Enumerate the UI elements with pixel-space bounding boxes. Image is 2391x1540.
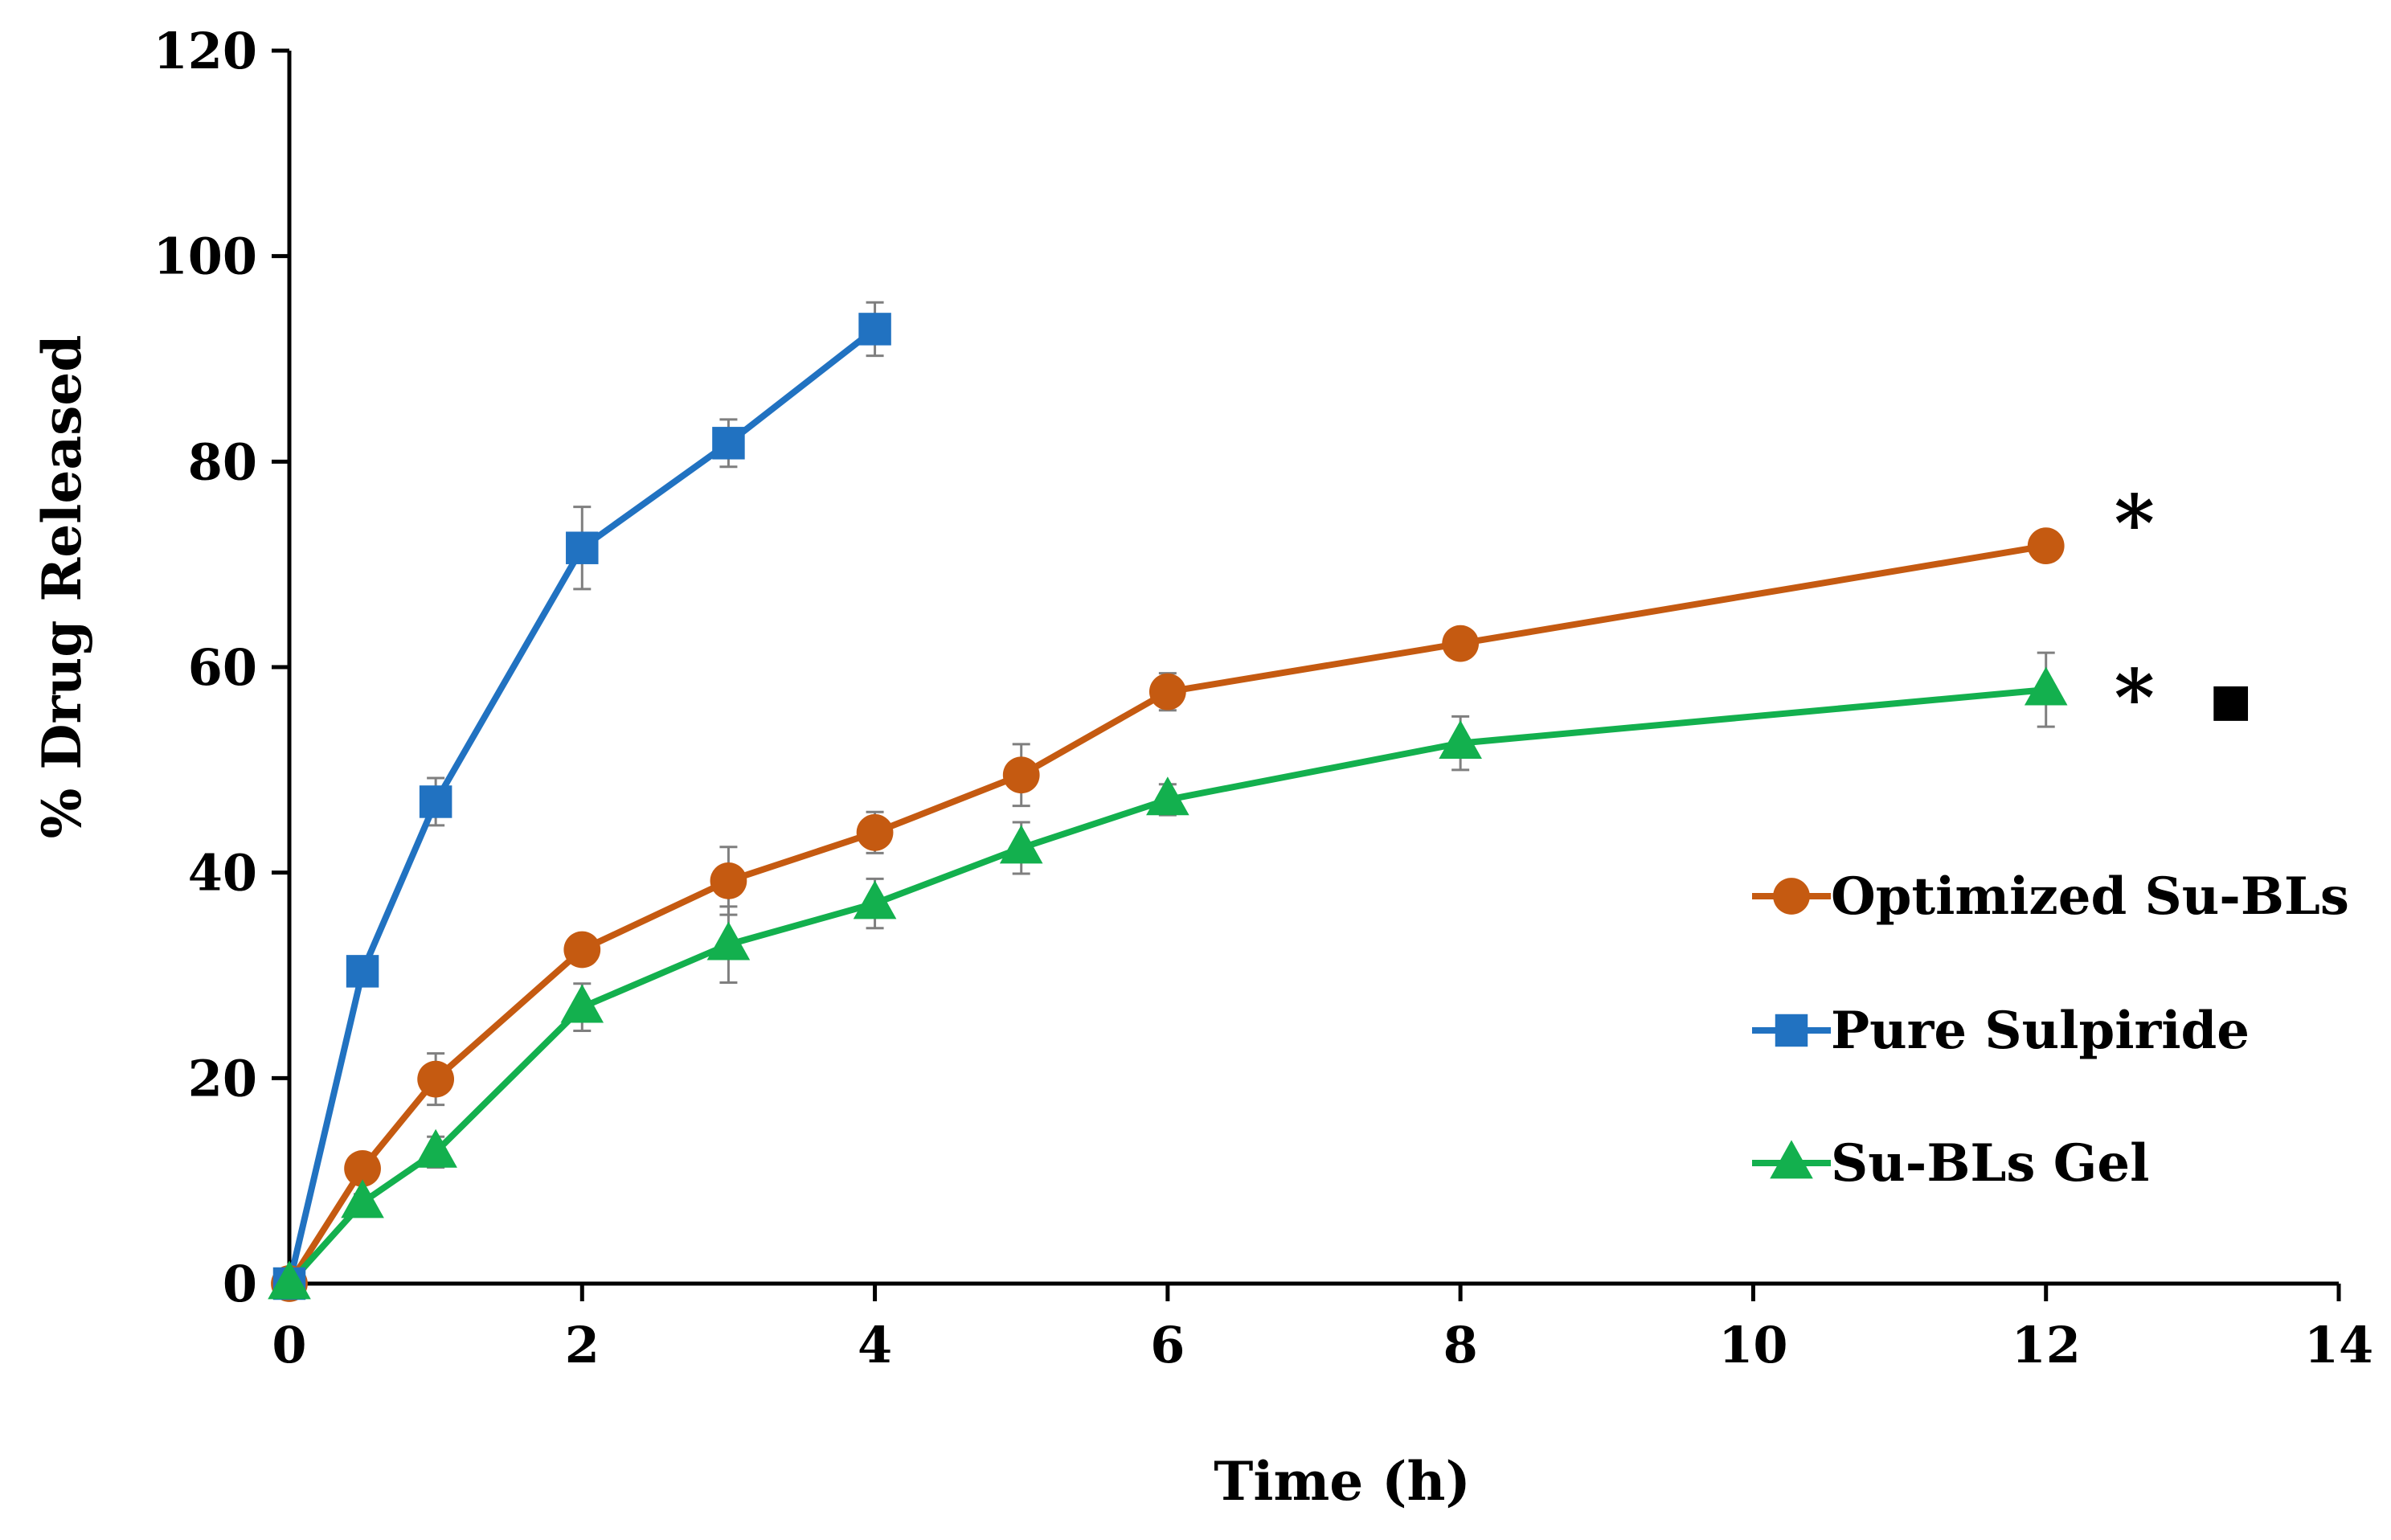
- y-tick-label: 100: [154, 227, 257, 286]
- legend-pure-sulpiride-marker: [1775, 1014, 1808, 1047]
- y-tick-label: 60: [188, 638, 257, 697]
- pure-sulpiride-point: [712, 427, 745, 460]
- optimized-su-bls-point: [344, 1149, 381, 1187]
- annotations: * * ■: [2115, 478, 2253, 743]
- legend: Optimized Su-BLs Pure Sulpiride Su-BLs Gel: [1752, 866, 2349, 1194]
- x-tick-label: 12: [2012, 1316, 2081, 1374]
- significance-asterisk: *: [2115, 478, 2155, 569]
- x-tick-label: 14: [2304, 1316, 2373, 1374]
- error-bars: [354, 301, 2055, 1212]
- legend-optimized-su-bls-label: Optimized Su-BLs: [1831, 866, 2349, 927]
- su-bls-gel-point: [560, 984, 604, 1023]
- x-tick-label: 8: [1443, 1316, 1478, 1374]
- pure-sulpiride-point: [419, 785, 452, 818]
- optimized-su-bls-point: [1442, 625, 1480, 662]
- x-axis-label: Time (h): [1214, 1450, 1470, 1513]
- y-tick-label: 80: [188, 432, 257, 491]
- optimized-su-bls-point: [1002, 756, 1040, 794]
- optimized-su-bls-point: [2027, 527, 2065, 565]
- axes: 0 20 40 60 80 100 120 0 2 4 6 8 10 12 14: [154, 22, 2374, 1374]
- x-tick-label: 0: [272, 1316, 306, 1374]
- significance-asterisk: *: [2115, 653, 2155, 743]
- pure-sulpiride-point: [858, 313, 891, 346]
- x-tick-label: 10: [1718, 1316, 1787, 1374]
- optimized-su-bls-point: [563, 931, 601, 969]
- su-bls-gel-line: [287, 686, 2047, 1286]
- su-bls-gel-point: [999, 825, 1043, 864]
- optimized-su-bls-line: [286, 543, 2047, 1286]
- su-bls-gel-point: [853, 880, 897, 919]
- pure-sulpiride-point: [346, 955, 379, 988]
- su-bls-gel-point: [1439, 719, 1482, 760]
- x-tick-label: 4: [858, 1316, 892, 1374]
- su-bls-gel-point: [1146, 776, 1189, 816]
- legend-pure-sulpiride-label: Pure Sulpiride: [1831, 1001, 2250, 1061]
- legend-optimized-su-bls-marker: [1773, 878, 1810, 915]
- y-axis-label: % Drug Released: [31, 335, 93, 839]
- pure-sulpiride-line: [286, 326, 878, 1284]
- su-bls-gel-point: [341, 1179, 384, 1218]
- y-tick-label: 120: [154, 22, 257, 80]
- data-markers: [268, 313, 2068, 1302]
- su-bls-gel-point: [268, 1260, 311, 1300]
- legend-su-bls-gel-marker: [1770, 1140, 1813, 1179]
- x-tick-label: 2: [565, 1316, 600, 1374]
- significance-square: ■: [2209, 674, 2252, 727]
- optimized-su-bls-point: [710, 862, 747, 899]
- su-bls-gel-point: [2024, 666, 2068, 706]
- legend-su-bls-gel-label: Su-BLs Gel: [1831, 1133, 2149, 1194]
- optimized-su-bls-point: [856, 813, 894, 851]
- pure-sulpiride-point: [566, 531, 599, 564]
- series-lines: [286, 326, 2047, 1286]
- optimized-su-bls-point: [417, 1060, 455, 1098]
- y-tick-label: 20: [188, 1049, 257, 1108]
- y-tick-label: 40: [188, 844, 257, 903]
- su-bls-gel-point: [414, 1128, 457, 1168]
- y-tick-label: 0: [223, 1255, 257, 1313]
- su-bls-gel-point: [706, 921, 751, 960]
- x-tick-label: 6: [1150, 1316, 1185, 1374]
- optimized-su-bls-point: [1148, 673, 1186, 711]
